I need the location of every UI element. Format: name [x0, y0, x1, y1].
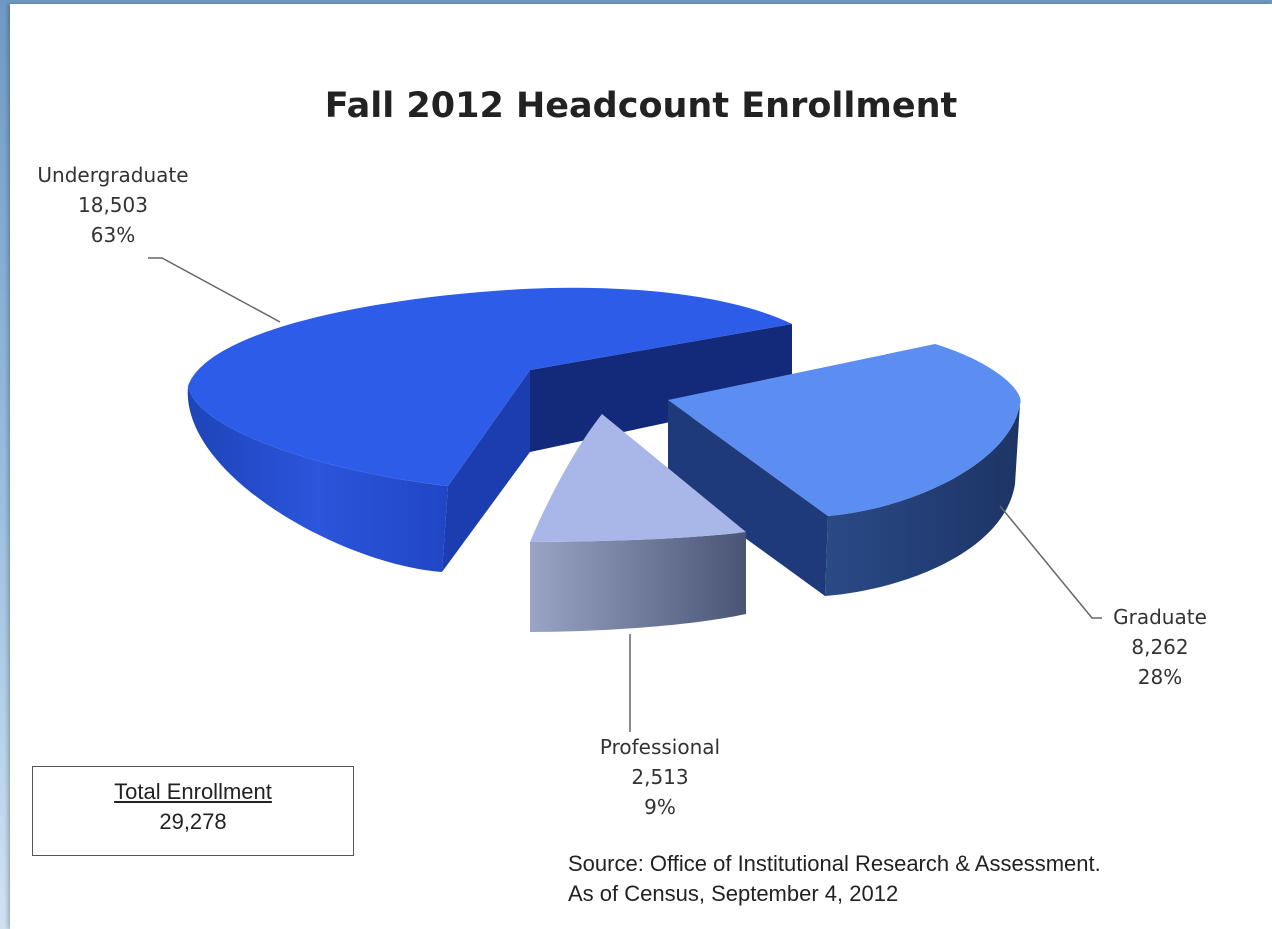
slice-professional [530, 414, 746, 632]
undergraduate-name: Undergraduate [37, 163, 189, 187]
label-graduate: Graduate 8,262 28% [1095, 602, 1225, 692]
graduate-side [825, 404, 1020, 596]
source-line-1: Source: Office of Institutional Research… [568, 851, 1101, 876]
undergraduate-value: 18,503 [78, 193, 148, 217]
undergraduate-percent: 63% [90, 223, 136, 247]
professional-name: Professional [599, 735, 721, 759]
undergraduate-inner-wall [530, 324, 792, 452]
undergraduate-top [188, 287, 792, 486]
total-enrollment-value: 29,278 [159, 809, 227, 834]
undergraduate-leader-line [148, 257, 281, 323]
total-enrollment-label: Total Enrollment [114, 779, 272, 804]
professional-percent: 9% [644, 795, 676, 819]
graduate-percent: 28% [1137, 665, 1183, 689]
graduate-inner-wall [668, 400, 828, 596]
chart-title: Fall 2012 Headcount Enrollment [324, 86, 958, 126]
graduate-top [668, 344, 1021, 516]
undergraduate-side [187, 386, 448, 572]
graduate-name: Graduate [1113, 605, 1207, 629]
total-enrollment-box: Total Enrollment 29,278 [32, 766, 354, 856]
source-note: Source: Office of Institutional Research… [568, 849, 1101, 909]
undergraduate-cut-wall [442, 370, 530, 572]
slice-undergraduate [187, 287, 792, 572]
professional-side [530, 532, 746, 632]
professional-top [530, 414, 746, 542]
slice-graduate [668, 344, 1021, 596]
label-professional: Professional 2,513 9% [575, 732, 745, 822]
label-undergraduate: Undergraduate 18,503 63% [28, 160, 198, 250]
pie-chart [148, 257, 1102, 732]
graduate-leader-line [999, 505, 1102, 619]
source-line-2: As of Census, September 4, 2012 [568, 881, 899, 906]
graduate-value: 8,262 [1131, 635, 1189, 659]
chart-panel: Fall 2012 Headcount Enrollment [10, 4, 1272, 929]
professional-value: 2,513 [631, 765, 689, 789]
